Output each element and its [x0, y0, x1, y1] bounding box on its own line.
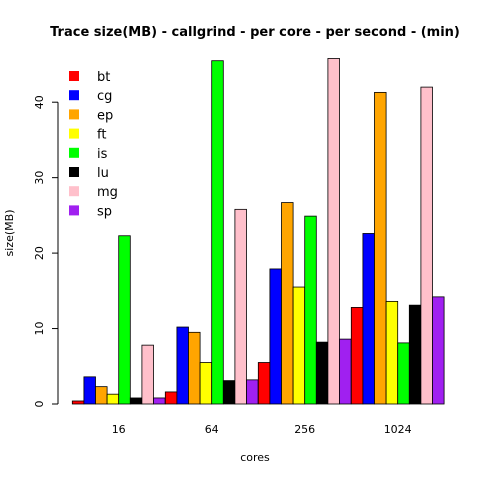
bar-sp-16 [153, 397, 166, 405]
bar-bt-1024 [350, 307, 364, 405]
bar-ft-64 [199, 362, 213, 405]
legend-label-ft: ft [97, 128, 106, 143]
legend-label-is: is [97, 147, 108, 162]
bar-is-256 [304, 215, 317, 405]
bar-lu-64 [222, 380, 236, 405]
bar-ep-16 [95, 386, 108, 405]
bar-sp-1024 [432, 296, 445, 405]
y-axis: 0 10 20 30 40 [33, 95, 59, 408]
bar-mg-256 [327, 58, 340, 405]
legend-label-lu: lu [97, 166, 109, 181]
bar-mg-64 [234, 208, 247, 405]
bar-ft-1024 [385, 300, 399, 405]
bar-bt-16 [71, 400, 85, 405]
bar-bt-64 [164, 391, 178, 405]
legend-label-cg: cg [97, 89, 112, 104]
bar-is-1024 [397, 342, 410, 405]
x-tick-label-256: 256 [294, 423, 315, 436]
y-tick-label-40: 40 [33, 95, 46, 109]
bar-lu-256 [315, 341, 329, 405]
bar-lu-1024 [408, 304, 422, 405]
legend-swatch-ft [69, 128, 79, 139]
bar-cg-256 [269, 268, 282, 405]
x-tick-label-64: 64 [205, 423, 219, 436]
bar-mg-16 [141, 344, 154, 405]
legend-swatch-bt [69, 71, 79, 81]
legend-swatch-sp [69, 205, 79, 216]
x-tick-label-16: 16 [112, 423, 126, 436]
legend: bt cg ep ft is lu mg sp [69, 70, 118, 219]
legend-label-mg: mg [97, 185, 118, 200]
y-tick-label-10: 10 [33, 322, 46, 336]
bar-lu-16 [129, 397, 143, 405]
legend-label-bt: bt [97, 70, 110, 85]
bar-ft-256 [292, 286, 306, 405]
bar-is-16 [118, 235, 131, 405]
x-axis-label: cores [240, 451, 270, 464]
legend-label-sp: sp [97, 204, 112, 219]
legend-label-ep: ep [97, 108, 113, 123]
bar-ep-256 [281, 202, 294, 405]
bars-layer [71, 58, 445, 405]
legend-swatch-ep [69, 109, 79, 120]
legend-swatch-lu [69, 167, 79, 177]
bar-cg-1024 [362, 233, 375, 405]
chart-title: Trace size(MB) - callgrind - per core - … [50, 25, 460, 40]
legend-swatch-mg [69, 186, 79, 197]
bar-ep-64 [188, 331, 201, 405]
bar-ft-16 [106, 393, 120, 405]
x-axis: 16 64 256 1024 [112, 423, 412, 436]
bar-mg-1024 [420, 86, 433, 405]
x-tick-label-1024: 1024 [384, 423, 412, 436]
y-tick-label-0: 0 [33, 401, 46, 408]
legend-swatch-is [69, 147, 79, 158]
bar-cg-16 [83, 376, 96, 405]
bar-bt-256 [257, 362, 271, 405]
bar-sp-256 [339, 338, 352, 405]
bar-is-64 [211, 60, 224, 405]
bar-cg-64 [176, 326, 189, 405]
legend-swatch-cg [69, 90, 79, 101]
y-tick-label-20: 20 [33, 246, 46, 260]
bar-ep-1024 [374, 91, 387, 405]
y-axis-label: size(MB) [3, 210, 16, 257]
y-tick-label-30: 30 [33, 171, 46, 185]
bar-sp-64 [246, 379, 259, 405]
